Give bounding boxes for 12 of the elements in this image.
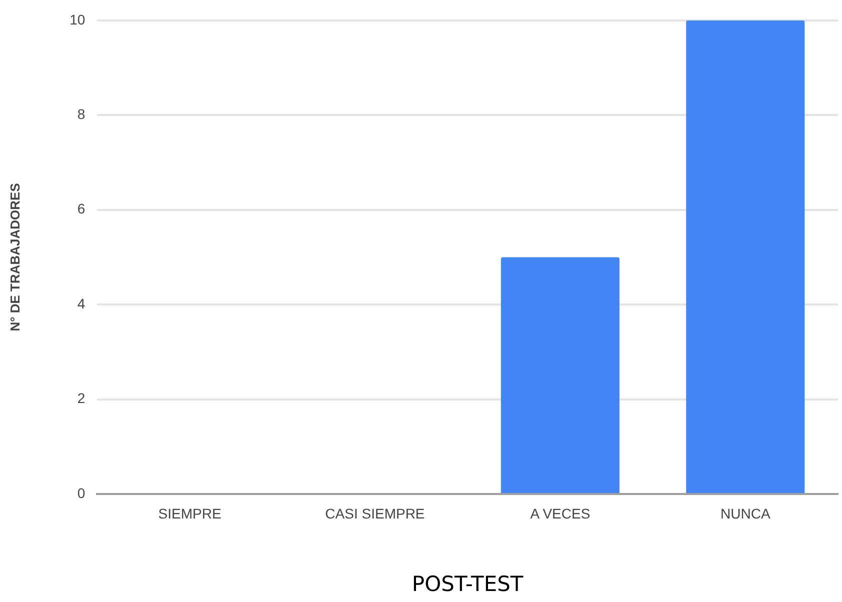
y-tick-label: 2 bbox=[77, 390, 86, 406]
x-tick-label: CASI SIEMPRE bbox=[325, 505, 425, 522]
x-tick-label: SIEMPRE bbox=[158, 505, 222, 522]
y-tick-label: 10 bbox=[70, 11, 86, 28]
y-tick-label: 8 bbox=[77, 106, 86, 122]
y-tick-label: 6 bbox=[77, 200, 86, 217]
y-tick-label: 4 bbox=[77, 295, 86, 312]
y-tick-label: 0 bbox=[77, 484, 86, 501]
y-axis-title: N° DE TRABAJADORES bbox=[7, 182, 22, 332]
x-axis-title: POST-TEST bbox=[412, 572, 524, 596]
x-tick-label: A VECES bbox=[530, 505, 590, 522]
x-tick-label: NUNCA bbox=[720, 505, 771, 522]
